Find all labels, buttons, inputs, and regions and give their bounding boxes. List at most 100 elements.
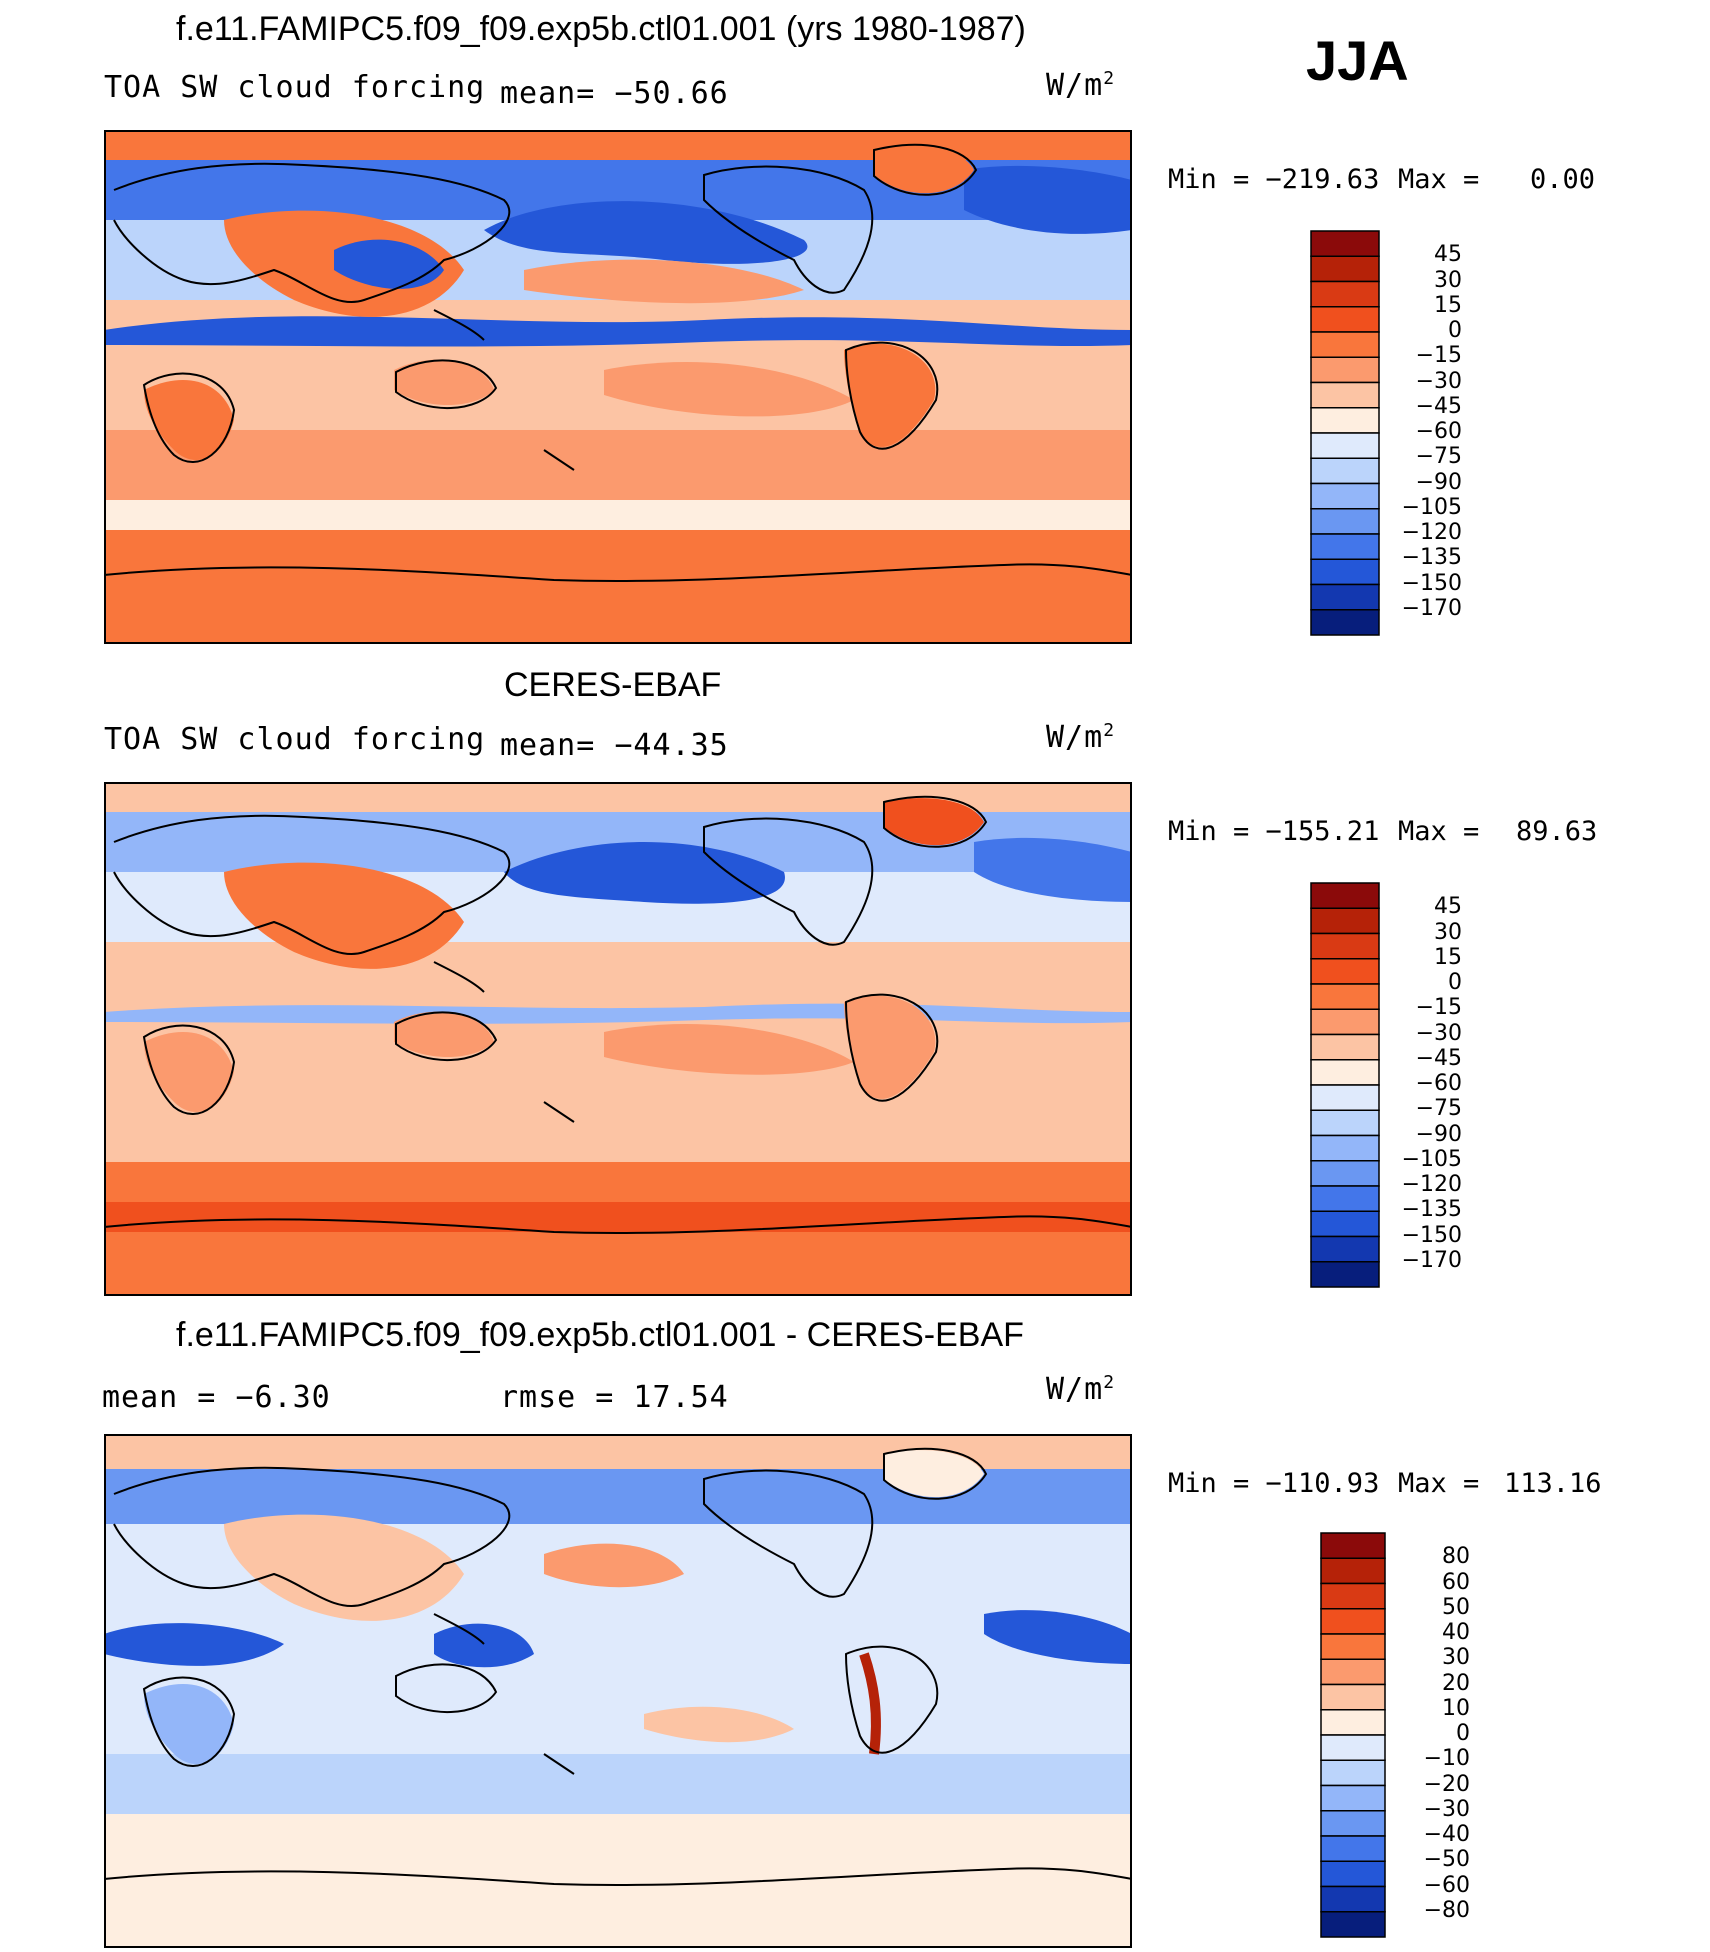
colorbar-tick: −75 (1415, 1096, 1462, 1122)
colorbar-box (1310, 1059, 1380, 1086)
africa-land (144, 1684, 234, 1764)
colorbar-tick: −60 (1423, 1872, 1470, 1898)
colorbar-box (1310, 280, 1380, 308)
panel-1-max-label: Max = (1398, 164, 1480, 195)
panel-1-colorbar (1310, 230, 1380, 636)
colorbar-tick: −60 (1415, 419, 1462, 444)
colorbar-tick: −120 (1401, 520, 1462, 545)
itcz-band (104, 316, 1132, 347)
colorbar-box (1310, 932, 1380, 960)
colorbar-tick: −150 (1401, 570, 1462, 596)
panel-3-mean: mean = −6.30 (102, 1380, 331, 1415)
colorbar-box (1310, 306, 1380, 333)
colorbar-box (1310, 1185, 1380, 1212)
colorbar-tick: 80 (1442, 1544, 1470, 1570)
colorbar-box (1320, 1633, 1386, 1660)
colorbar-tick: 30 (1442, 1645, 1470, 1671)
panel-1-map (104, 130, 1132, 644)
colorbar-box (1310, 432, 1380, 459)
colorbar-tick: −30 (1423, 1796, 1470, 1822)
panel-2-colorbar (1310, 882, 1380, 1288)
band-subtropics (104, 1594, 1132, 1754)
colorbar-box (1310, 882, 1380, 909)
andes-anomaly (859, 1652, 881, 1755)
band-south-mid (104, 430, 1132, 500)
atlantic-anomaly (984, 1610, 1132, 1664)
colorbar-box (1310, 609, 1380, 636)
colorbar-box (1320, 1658, 1386, 1686)
colorbar-box (1320, 1810, 1386, 1837)
colorbar-tick: 45 (1434, 894, 1462, 920)
colorbar-tick: −170 (1401, 1247, 1462, 1273)
band-arctic (104, 782, 1132, 812)
map-frame (104, 130, 1132, 644)
panel-2-colorbar-ticks: 45 30 15 0 −15 −30 −45 −60 −75 −90 −105 … (1382, 882, 1462, 1288)
colorbar-box (1310, 1210, 1380, 1238)
colorbar-tick: −15 (1415, 995, 1462, 1021)
colorbar-box (1310, 1235, 1380, 1263)
panel-2-units: W/m2 (1046, 720, 1116, 755)
colorbar-tick: −15 (1415, 343, 1462, 369)
colorbar-tick: −80 (1423, 1897, 1470, 1923)
colorbar-box (1310, 958, 1380, 985)
colorbar-tick: −20 (1423, 1771, 1470, 1797)
colorbar-tick: −30 (1415, 368, 1462, 394)
north-atlantic-cloud (964, 165, 1132, 234)
colorbar-tick: −45 (1415, 1045, 1462, 1071)
panel-3-colorbar-ticks: 80 60 50 40 30 20 10 0 −10 −20 −30 −40 −… (1390, 1532, 1470, 1938)
colorbar-tick: −60 (1415, 1071, 1462, 1096)
colorbar-tick: −40 (1423, 1822, 1470, 1847)
colorbar-box (1310, 533, 1380, 560)
colorbar-box (1320, 1709, 1386, 1736)
panel-1-title: f.e11.FAMIPC5.f09_f09.exp5b.ctl01.001 (y… (176, 10, 1026, 48)
colorbar-box (1310, 907, 1380, 935)
band-arctic (104, 130, 1132, 160)
colorbar-box (1310, 983, 1380, 1010)
australia-land (394, 1011, 494, 1057)
asia-land (224, 862, 464, 969)
season-label: JJA (1306, 29, 1409, 92)
africa-land (144, 1032, 234, 1112)
colorbar-tick: 45 (1434, 242, 1462, 268)
colorbar-box (1320, 1557, 1386, 1585)
panel-3-rmse: rmse = 17.54 (500, 1380, 729, 1415)
colorbar-box (1320, 1532, 1386, 1559)
colorbar-box (1310, 255, 1380, 283)
colorbar-tick: 30 (1434, 919, 1462, 945)
colorbar-box (1320, 1759, 1386, 1787)
colorbar-tick: 0 (1448, 970, 1462, 995)
colorbar-box (1320, 1885, 1386, 1913)
band-south-mid (104, 1092, 1132, 1152)
colorbar-box (1320, 1911, 1386, 1938)
asia-land (224, 1514, 464, 1621)
panel-1-units: W/m2 (1046, 68, 1116, 103)
panel-3-map (104, 1434, 1132, 1948)
colorbar-tick: 0 (1448, 318, 1462, 343)
colorbar-tick: −170 (1401, 595, 1462, 621)
colorbar-tick: 0 (1456, 1721, 1470, 1746)
colorbar-box (1310, 1008, 1380, 1036)
colorbar-box (1320, 1582, 1386, 1610)
panel-2-max-value: 89.63 (1516, 816, 1598, 847)
panel-1-mean: mean= −50.66 (500, 76, 729, 111)
maritime-continent-anomaly (434, 1623, 534, 1668)
band-south-pale (104, 500, 1132, 530)
colorbar-box (1310, 1084, 1380, 1111)
colorbar-box (1320, 1734, 1386, 1761)
greenland-land (874, 146, 974, 194)
colorbar-box (1310, 1033, 1380, 1061)
colorbar-box (1310, 1160, 1380, 1187)
coastlines (104, 1447, 1132, 1887)
coastlines (104, 795, 1132, 1235)
panel-1-variable-label: TOA SW cloud forcing (104, 70, 486, 105)
colorbar-box (1320, 1784, 1386, 1812)
panel-3-colorbar (1320, 1532, 1386, 1938)
colorbar-box (1310, 230, 1380, 257)
south-america-land (844, 343, 936, 447)
panel-1-min: Min = −219.63 (1168, 164, 1380, 195)
colorbar-tick: −45 (1415, 393, 1462, 419)
colorbar-box (1310, 1134, 1380, 1162)
colorbar-box (1310, 482, 1380, 510)
map-frame (104, 782, 1132, 1296)
colorbar-box (1320, 1683, 1386, 1711)
